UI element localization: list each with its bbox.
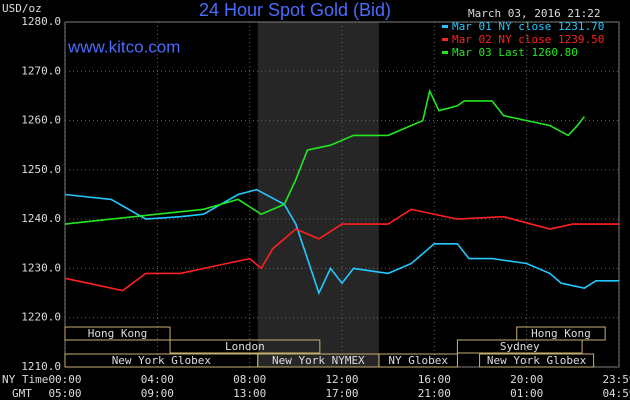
session-box	[169, 339, 321, 354]
session-shade	[257, 22, 379, 367]
session-label: NY Globex	[388, 354, 448, 367]
session-box	[479, 353, 595, 368]
session-label: Sydney	[500, 340, 540, 353]
x2-tick-label: 21:00	[418, 387, 451, 400]
legend-label: Mar 02 NY close 1239.50	[452, 33, 604, 46]
y-tick-label: 1280.0	[21, 15, 61, 28]
x2-tick-label: 13:00	[233, 387, 266, 400]
price-line	[64, 208, 619, 292]
x2-tick-label: 09:00	[141, 387, 174, 400]
session-label: London	[225, 340, 265, 353]
price-line	[64, 88, 586, 225]
price-line	[64, 188, 619, 296]
x-tick-label: 08:00	[233, 373, 266, 386]
x2-tick-label: 05:00	[48, 387, 81, 400]
x2-tick-label: 04:59	[602, 387, 630, 400]
date-label: March 03, 2016 21:22	[468, 7, 600, 20]
chart-title: 24 Hour Spot Gold (Bid)	[199, 0, 391, 20]
legend-label: Mar 01 NY close 1231.70	[452, 20, 604, 33]
x2-axis-label: GMT	[12, 387, 32, 400]
subtitle: www.kitco.com	[67, 37, 180, 56]
session-box	[378, 353, 458, 368]
x-tick-label: 16:00	[418, 373, 451, 386]
x-tick-label: 12:00	[325, 373, 358, 386]
legend-swatch	[442, 25, 448, 28]
x2-tick-label: 01:00	[510, 387, 543, 400]
x-tick-label: 23:59	[602, 373, 630, 386]
x-tick-label: 00:00	[48, 373, 81, 386]
session-box	[64, 326, 171, 341]
y-axis-label: USD/oz	[2, 2, 42, 15]
x2-tick-label: 17:00	[325, 387, 358, 400]
session-box	[456, 339, 583, 354]
session-label: New York Globex	[487, 354, 587, 367]
y-tick-label: 1250.0	[21, 163, 61, 176]
y-tick-label: 1230.0	[21, 261, 61, 274]
y-tick-label: 1210.0	[21, 360, 61, 373]
x-tick-label: 20:00	[510, 373, 543, 386]
legend-swatch	[442, 51, 448, 54]
y-tick-label: 1220.0	[21, 311, 61, 324]
session-label: Hong Kong	[88, 327, 148, 340]
y-tick-label: 1270.0	[21, 64, 61, 77]
x-axis-label: NY Time	[2, 373, 48, 386]
session-label: New York Globex	[112, 354, 212, 367]
legend-swatch	[442, 38, 448, 41]
legend-label: Mar 03 Last 1260.80	[452, 46, 578, 59]
y-tick-label: 1260.0	[21, 114, 61, 127]
x-tick-label: 04:00	[141, 373, 174, 386]
session-label: New York NYMEX	[272, 354, 365, 367]
y-tick-label: 1240.0	[21, 212, 61, 225]
session-label: Hong Kong	[531, 327, 591, 340]
